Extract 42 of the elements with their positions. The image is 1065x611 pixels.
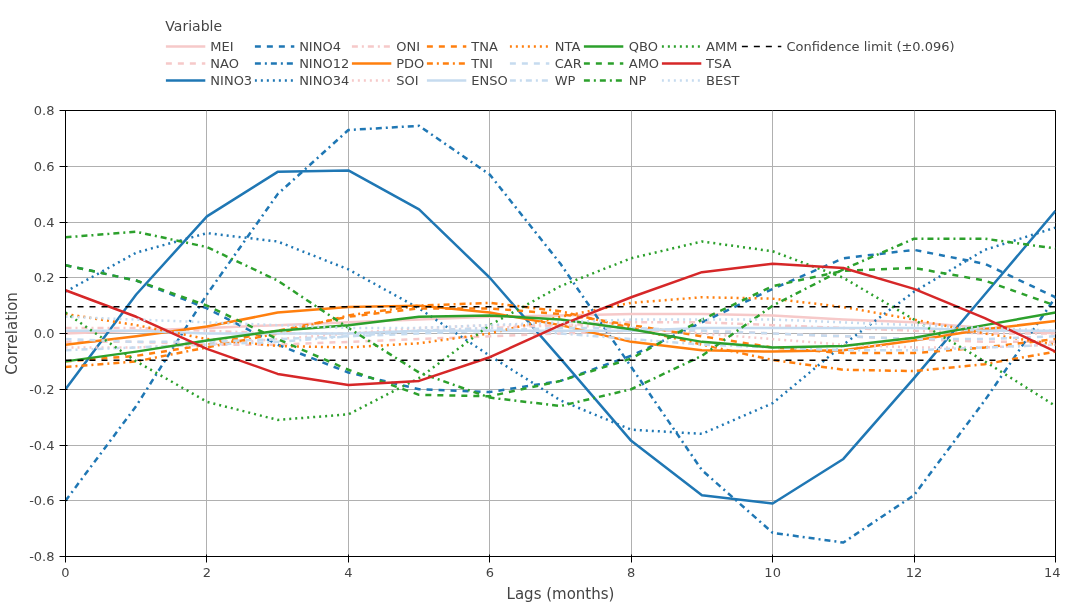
legend-label: Confidence limit (±0.096)	[786, 38, 955, 54]
legend-label: SOI	[396, 72, 419, 88]
legend-label: ONI	[396, 38, 421, 54]
y-tick-label: 0.0	[33, 326, 55, 341]
y-tick-label: -0.6	[29, 493, 55, 509]
legend-label: CAR	[554, 55, 582, 71]
x-tick-label: 0	[61, 564, 70, 580]
y-tick-label: 0.6	[33, 158, 55, 174]
legend-label: NINO34	[299, 72, 350, 88]
y-tick-label: -0.8	[29, 549, 55, 564]
x-tick-label: 6	[485, 564, 494, 580]
x-tick-label: 14	[1043, 564, 1061, 580]
y-tick-label: -0.2	[29, 381, 55, 397]
legend-label: AMM	[706, 38, 738, 54]
legend-label: BEST	[706, 72, 740, 88]
legend-label: NINO4	[299, 38, 341, 54]
y-tick-label: -0.4	[29, 437, 55, 453]
x-axis-title: Lags (months)	[506, 584, 615, 603]
legend-label: WP	[554, 72, 576, 88]
y-tick-label: 0.4	[33, 214, 55, 230]
legend-label: QBO	[628, 38, 658, 54]
legend-label: NINO3	[210, 72, 253, 88]
x-tick-label: 10	[764, 564, 781, 580]
legend-label: AMO	[628, 55, 660, 71]
legend-label: TSA	[706, 55, 732, 71]
legend-label: MEI	[210, 38, 234, 54]
legend-label: NP	[628, 72, 648, 88]
legend-label: NAO	[210, 55, 239, 71]
x-tick-label: 12	[905, 564, 923, 580]
y-tick-label: 0.8	[33, 103, 55, 118]
legend-label: NTA	[554, 38, 581, 54]
x-tick-label: 8	[627, 564, 636, 580]
y-axis-title: Correlation	[3, 292, 22, 375]
x-tick-label: 4	[344, 564, 353, 580]
x-tick-label: 2	[202, 564, 212, 580]
legend-label: NINO12	[299, 55, 350, 71]
y-tick-label: 0.2	[33, 270, 55, 286]
legend-label: TNI	[471, 55, 493, 71]
legend-label: PDO	[396, 55, 425, 71]
legend-label: TNA	[471, 38, 498, 54]
legend-label: ENSO	[471, 72, 508, 88]
legend-title: Variable	[165, 17, 224, 34]
